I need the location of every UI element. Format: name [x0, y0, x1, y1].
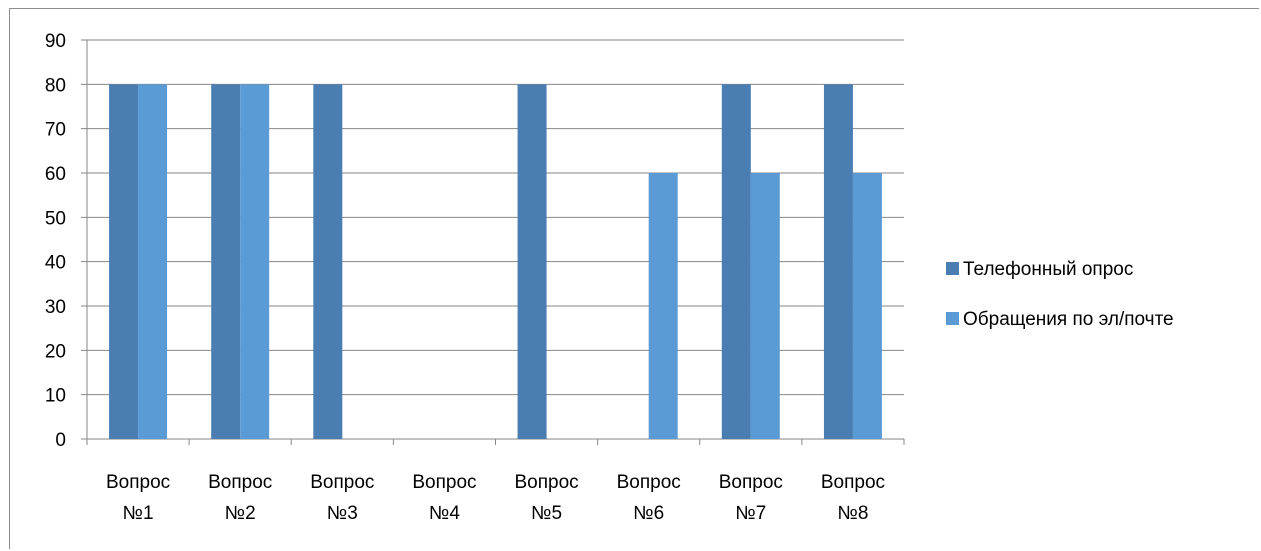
bar-email-requests-q8: [852, 173, 882, 439]
bar-phone-survey-q8: [823, 84, 853, 439]
bar-phone-survey-q7: [721, 84, 751, 439]
bar-phone-survey-q2: [211, 84, 241, 439]
y-axis-tick-labels: 0 10 20 30 40 50 60 70 80 90: [45, 31, 66, 451]
legend-swatch: [946, 262, 959, 275]
y-tick-label: 30: [45, 297, 66, 318]
y-tick-label: 10: [45, 386, 66, 407]
x-tick-label: Вопрос: [106, 472, 170, 493]
x-tick-label: Вопрос: [310, 472, 374, 493]
legend-label: Телефонный опрос: [963, 259, 1133, 280]
x-tick-label: №5: [531, 503, 562, 524]
gridlines: [81, 39, 905, 445]
y-tick-label: 20: [45, 341, 66, 362]
legend-label: Обращения по эл/почте: [963, 309, 1174, 330]
x-tick-label: №7: [735, 503, 766, 524]
y-tick-label: 60: [45, 164, 66, 185]
bar-email-requests-q2: [240, 84, 270, 439]
x-tick-label: №8: [837, 503, 868, 524]
x-tick-label: №1: [123, 503, 154, 524]
x-tick-label: №4: [429, 503, 460, 524]
x-axis-tick-labels: Вопрос №1 Вопрос №2 Вопрос №3 Вопрос №4 Вопрос №5…: [106, 472, 885, 524]
bar-email-requests-q1: [138, 84, 168, 439]
y-tick-label: 70: [45, 120, 66, 141]
y-tick-label: 40: [45, 253, 66, 274]
y-tick-label: 50: [45, 208, 66, 229]
legend: Телефонный опрос Обращения по эл/почте: [946, 259, 1174, 330]
x-tick-label: Вопрос: [208, 472, 272, 493]
x-tick-label: Вопрос: [821, 472, 885, 493]
legend-swatch: [946, 312, 959, 325]
x-tick-label: Вопрос: [719, 472, 783, 493]
chart-frame: [9, 8, 1259, 549]
x-tick-label: №2: [225, 503, 256, 524]
x-tick-label: Вопрос: [514, 472, 578, 493]
bar-phone-survey-q3: [313, 84, 343, 439]
y-tick-label: 90: [45, 31, 66, 52]
bar-email-requests-q6: [648, 173, 678, 439]
x-tick-label: №3: [327, 503, 358, 524]
x-tick-label: Вопрос: [412, 472, 476, 493]
bar-phone-survey-q5: [517, 84, 547, 439]
x-tick-label: Вопрос: [617, 472, 681, 493]
bars: [109, 84, 882, 439]
x-tick-label: №6: [633, 503, 664, 524]
bar-phone-survey-q1: [109, 84, 139, 439]
bar-email-requests-q7: [750, 173, 780, 439]
y-tick-label: 0: [55, 430, 66, 451]
y-tick-label: 80: [45, 75, 66, 96]
